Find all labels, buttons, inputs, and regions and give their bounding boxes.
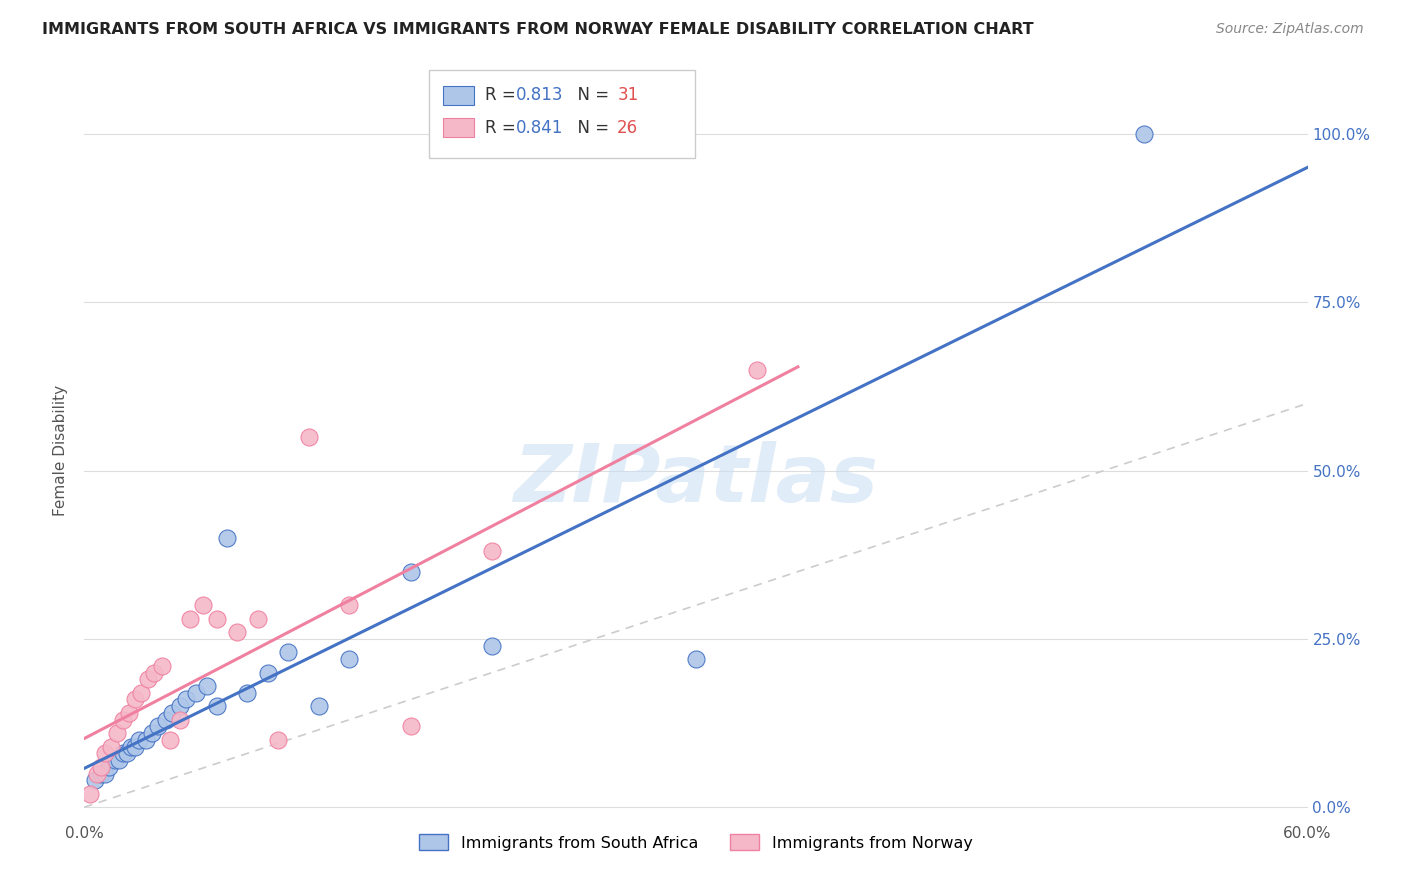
Point (93, 747, 115, 761)
Text: 0.841: 0.841 (516, 119, 564, 136)
Point (141, 726, 163, 740)
Point (112, 713, 135, 727)
Text: R =: R = (485, 119, 522, 136)
Point (79, 787, 101, 801)
Point (169, 713, 191, 727)
Point (104, 753, 127, 767)
Point (339, 652, 361, 666)
Text: ZIPatlas: ZIPatlas (513, 441, 879, 519)
Point (90, 766, 112, 780)
Text: IMMIGRANTS FROM SOUTH AFRICA VS IMMIGRANTS FROM NORWAY FEMALE DISABILITY CORRELA: IMMIGRANTS FROM SOUTH AFRICA VS IMMIGRAN… (42, 22, 1033, 37)
Point (298, 430, 321, 444)
Y-axis label: Female Disability: Female Disability (53, 384, 69, 516)
Point (160, 706, 183, 720)
Point (186, 686, 208, 700)
Point (205, 699, 228, 714)
Point (267, 732, 290, 747)
Point (131, 686, 153, 700)
Point (124, 692, 146, 706)
Point (86, 766, 108, 780)
Text: Source: ZipAtlas.com: Source: ZipAtlas.com (1216, 22, 1364, 37)
Point (142, 665, 165, 680)
Point (191, 599, 214, 613)
Text: N =: N = (567, 87, 614, 104)
Point (146, 719, 169, 733)
Point (159, 732, 181, 747)
Point (339, 599, 361, 613)
Point (236, 686, 259, 700)
Text: 31: 31 (617, 87, 638, 104)
Point (217, 531, 239, 545)
Point (174, 692, 197, 706)
Text: 0.813: 0.813 (516, 87, 564, 104)
Point (747, 362, 769, 376)
Point (118, 706, 141, 720)
Point (124, 739, 146, 754)
Point (108, 753, 131, 767)
Point (120, 739, 142, 754)
Text: 26: 26 (617, 119, 638, 136)
Point (135, 732, 157, 747)
Point (308, 699, 330, 714)
Point (112, 747, 135, 761)
Point (277, 645, 299, 659)
Legend: Immigrants from South Africa, Immigrants from Norway: Immigrants from South Africa, Immigrants… (413, 828, 979, 857)
Text: R =: R = (485, 87, 522, 104)
Point (481, 544, 503, 558)
Point (226, 625, 249, 640)
Point (93, 766, 115, 780)
Point (83, 773, 105, 788)
Point (257, 665, 280, 680)
Point (128, 732, 150, 747)
Point (115, 747, 138, 761)
Point (90, 760, 112, 774)
Point (195, 679, 218, 693)
Text: N =: N = (567, 119, 614, 136)
Point (105, 726, 128, 740)
Point (1133, 127, 1156, 141)
Point (97, 760, 120, 774)
Point (481, 639, 503, 653)
Point (399, 719, 422, 733)
Point (150, 658, 173, 673)
Point (100, 739, 122, 754)
Point (205, 612, 228, 626)
Point (179, 612, 201, 626)
Point (155, 713, 177, 727)
Point (246, 612, 269, 626)
Point (136, 673, 159, 687)
Point (399, 565, 422, 579)
Point (685, 652, 707, 666)
Point (169, 699, 191, 714)
